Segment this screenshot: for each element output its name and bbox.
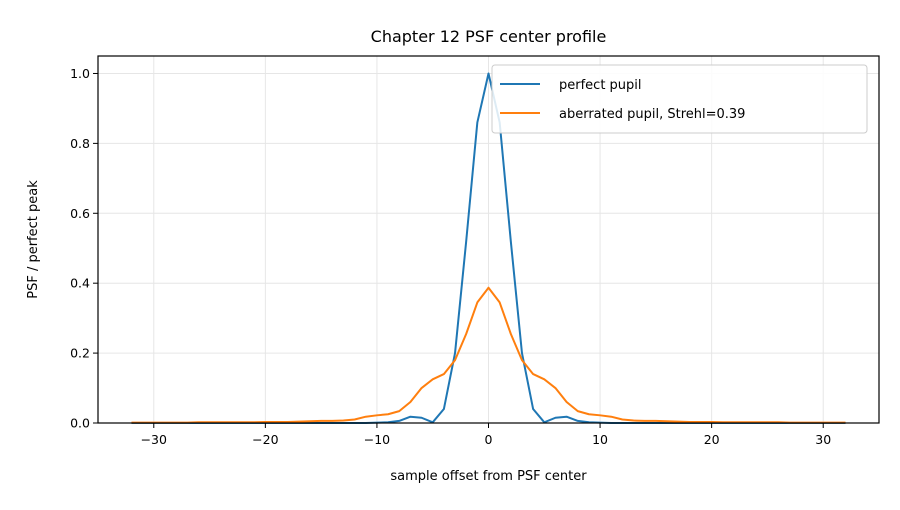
plot-frame bbox=[97, 55, 880, 424]
series-line-1 bbox=[131, 286, 846, 424]
x-tick-label: 10 bbox=[592, 432, 608, 447]
x-tick-label: 30 bbox=[815, 432, 831, 447]
legend: perfect pupil aberrated pupil, Strehl=0.3… bbox=[491, 64, 868, 134]
y-tick-label: 0.2 bbox=[70, 346, 90, 361]
legend-box bbox=[491, 64, 868, 134]
x-axis-label: sample offset from PSF center bbox=[390, 469, 587, 484]
x-tick-label: −20 bbox=[252, 432, 278, 447]
y-axis-label: PSF / perfect peak bbox=[26, 180, 41, 299]
y-tick-label: 1.0 bbox=[70, 66, 90, 81]
y-tick-label: 0.0 bbox=[70, 416, 90, 431]
x-tick-label: 20 bbox=[704, 432, 720, 447]
y-tick-label: 0.8 bbox=[70, 136, 90, 151]
y-tick-label: 0.6 bbox=[70, 206, 90, 221]
x-tick-label: −10 bbox=[364, 432, 390, 447]
x-tick-label: 0 bbox=[485, 432, 493, 447]
chart-title: Chapter 12 PSF center profile bbox=[371, 27, 607, 46]
x-tick-label: −30 bbox=[141, 432, 167, 447]
y-tick-label: 0.4 bbox=[70, 276, 90, 291]
legend-label: aberrated pupil, Strehl=0.39 bbox=[559, 107, 745, 122]
legend-label: perfect pupil bbox=[559, 78, 642, 93]
axis-ticks: −30 −20 −10 0 10 20 30 0.0 0.2 0.4 0.6 0.8 1.0 bbox=[70, 66, 831, 447]
